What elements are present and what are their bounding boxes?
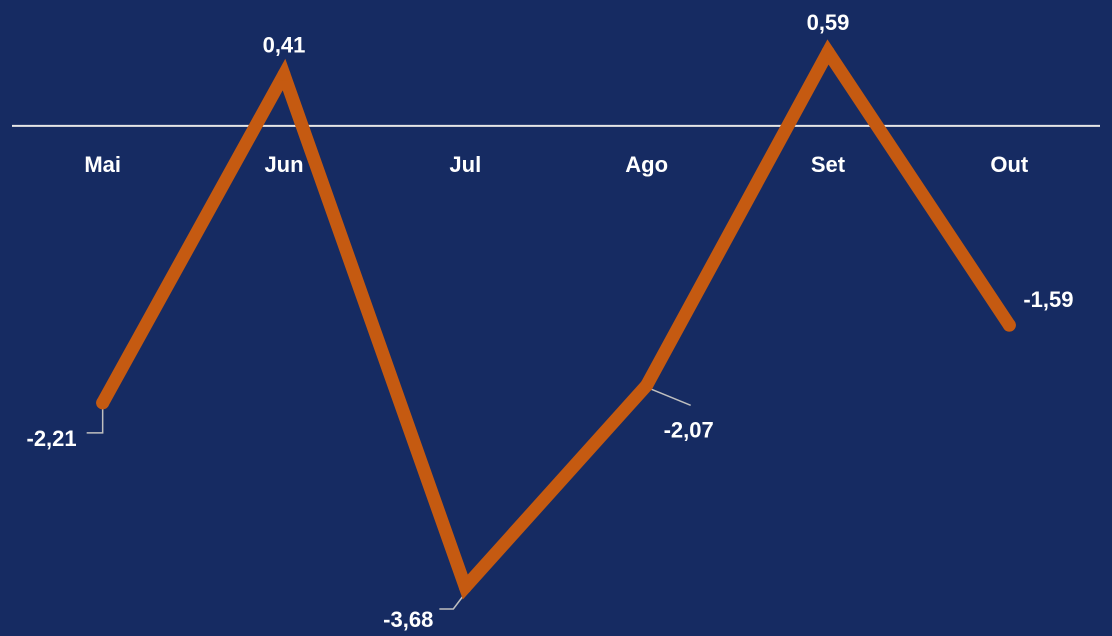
data-point-set <box>821 45 835 59</box>
category-label-ago: Ago <box>625 152 668 177</box>
leader-line-jul <box>439 592 466 610</box>
leader-line-ago <box>646 386 691 406</box>
category-label-jun: Jun <box>264 152 303 177</box>
data-label-set: 0,59 <box>807 10 850 35</box>
data-point-ago <box>640 378 654 392</box>
data-point-out <box>1002 318 1016 332</box>
data-point-jun <box>277 68 291 82</box>
data-points <box>96 45 1016 594</box>
category-labels: Mai Jun Jul Ago Set Out <box>84 152 1029 177</box>
data-label-mai: -2,21 <box>27 426 77 451</box>
data-labels: -2,21 0,41 -3,68 -2,07 0,59 -1,59 <box>27 10 1074 632</box>
data-label-ago: -2,07 <box>664 417 714 442</box>
series-line <box>96 39 1016 600</box>
category-label-jul: Jul <box>449 152 481 177</box>
category-label-mai: Mai <box>84 152 121 177</box>
leader-lines <box>86 386 691 610</box>
data-point-jul <box>458 580 472 594</box>
category-label-out: Out <box>990 152 1029 177</box>
data-label-jun: 0,41 <box>263 33 306 58</box>
data-label-out: -1,59 <box>1023 287 1073 312</box>
data-label-jul: -3,68 <box>383 607 433 631</box>
leader-line-mai <box>86 406 104 434</box>
category-label-set: Set <box>811 152 846 177</box>
data-point-mai <box>96 396 110 410</box>
